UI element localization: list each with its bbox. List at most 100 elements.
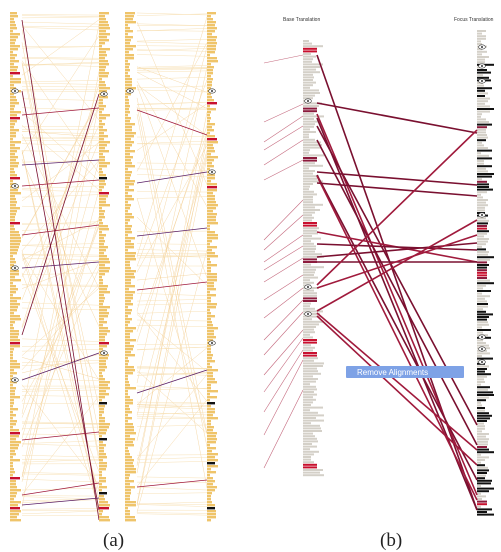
alignment-line <box>21 130 100 138</box>
verse-bar <box>303 315 321 318</box>
alignment-line <box>21 226 100 431</box>
panel-b-caption: (b) <box>380 530 402 551</box>
alignment-line <box>21 159 100 166</box>
verse-bar <box>10 354 13 357</box>
selected-alignment-line <box>316 242 478 258</box>
panel-b-selected-alignment-lines[interactable] <box>316 54 478 511</box>
focus-translation-title: Focus Translation <box>454 17 494 23</box>
alignment-line <box>136 68 208 71</box>
verse-bar <box>303 417 316 419</box>
alignment-line <box>263 125 304 151</box>
verse-bar <box>477 84 484 87</box>
verse-bar <box>125 66 129 69</box>
verse-bar <box>303 276 318 279</box>
verse-bar <box>10 501 21 504</box>
verse-bar <box>477 479 492 482</box>
verse-bar <box>207 117 211 120</box>
verse-bar <box>303 279 310 282</box>
verse-bar <box>99 324 103 327</box>
verse-bar <box>125 219 130 222</box>
alignment-line <box>21 93 100 336</box>
verse-bar <box>207 225 210 228</box>
verse-bar <box>207 492 212 495</box>
alignment-line <box>136 405 208 409</box>
verse-bar <box>99 441 103 444</box>
remove-alignments-label[interactable]: Remove Alignments <box>357 368 428 377</box>
alignment-line <box>136 272 208 281</box>
alignment-line <box>21 90 100 511</box>
verse-bar <box>99 471 102 474</box>
alignment-line <box>263 337 304 393</box>
verse-bar <box>303 146 321 149</box>
verse-bar <box>99 336 105 339</box>
verse-bar <box>10 69 17 72</box>
verse-bar <box>125 291 135 294</box>
verse-bar <box>99 309 107 312</box>
verse-bar <box>10 180 13 183</box>
verse-bar <box>477 508 492 511</box>
alignment-line <box>21 84 100 327</box>
verse-bar <box>477 30 486 32</box>
panel-a-right-alignment-lines <box>136 12 208 516</box>
remove-alignments-menu[interactable]: Remove Alignments <box>346 366 464 378</box>
verse-bar <box>477 375 487 378</box>
verse-bar <box>207 270 211 273</box>
verse-bar <box>207 39 216 42</box>
verse-bar <box>10 33 20 36</box>
verse-bar <box>125 390 128 393</box>
verse-bar <box>207 192 213 195</box>
verse-bar <box>10 168 14 171</box>
verse-bar <box>207 402 215 405</box>
alignment-line <box>136 153 208 441</box>
verse-bar <box>10 312 14 315</box>
verse-bar <box>303 157 317 159</box>
verse-bar <box>99 87 110 90</box>
verse-bar <box>303 411 318 414</box>
verse-bar <box>207 159 214 162</box>
verse-bar <box>207 291 210 294</box>
eye-icon-pupil <box>481 80 483 82</box>
verse-bar <box>477 459 485 461</box>
verse-bar <box>207 21 216 24</box>
verse-bar <box>477 513 494 516</box>
verse-bar <box>303 45 323 48</box>
verse-bar <box>99 504 110 507</box>
alignment-line <box>136 281 208 291</box>
verse-bar <box>207 201 216 204</box>
verse-bar <box>99 201 106 204</box>
verse-bar <box>303 294 317 297</box>
verse-bar <box>207 351 211 354</box>
alignment-line <box>21 362 100 366</box>
verse-bar <box>477 511 487 513</box>
verse-bar <box>125 171 132 174</box>
verse-bar <box>303 193 317 196</box>
verse-bar <box>303 73 313 76</box>
verse-bar <box>477 108 494 110</box>
alignment-line <box>136 230 208 232</box>
verse-bar <box>303 112 314 115</box>
verse-bar <box>303 300 317 302</box>
verse-bar <box>10 258 15 261</box>
verse-bar <box>477 110 490 113</box>
verse-bar <box>303 118 314 120</box>
verse-bar <box>99 177 107 180</box>
alignment-line <box>21 287 100 356</box>
verse-bar <box>99 21 108 24</box>
remove-alignments-menu-item[interactable] <box>346 366 464 378</box>
alignment-line <box>263 54 304 64</box>
verse-bar <box>477 139 486 142</box>
alignment-line <box>21 254 100 257</box>
verse-bar <box>125 336 130 339</box>
verse-bar <box>477 297 485 300</box>
verse-bar <box>125 294 133 297</box>
alignment-line <box>136 196 208 199</box>
verse-bar <box>207 219 216 222</box>
verse-bar <box>207 318 211 321</box>
alignment-line <box>136 424 208 428</box>
verse-bar <box>125 444 134 447</box>
alignment-line <box>263 287 304 319</box>
verse-bar <box>477 303 488 305</box>
verse-bar <box>99 318 104 321</box>
verse-bar <box>303 326 316 328</box>
